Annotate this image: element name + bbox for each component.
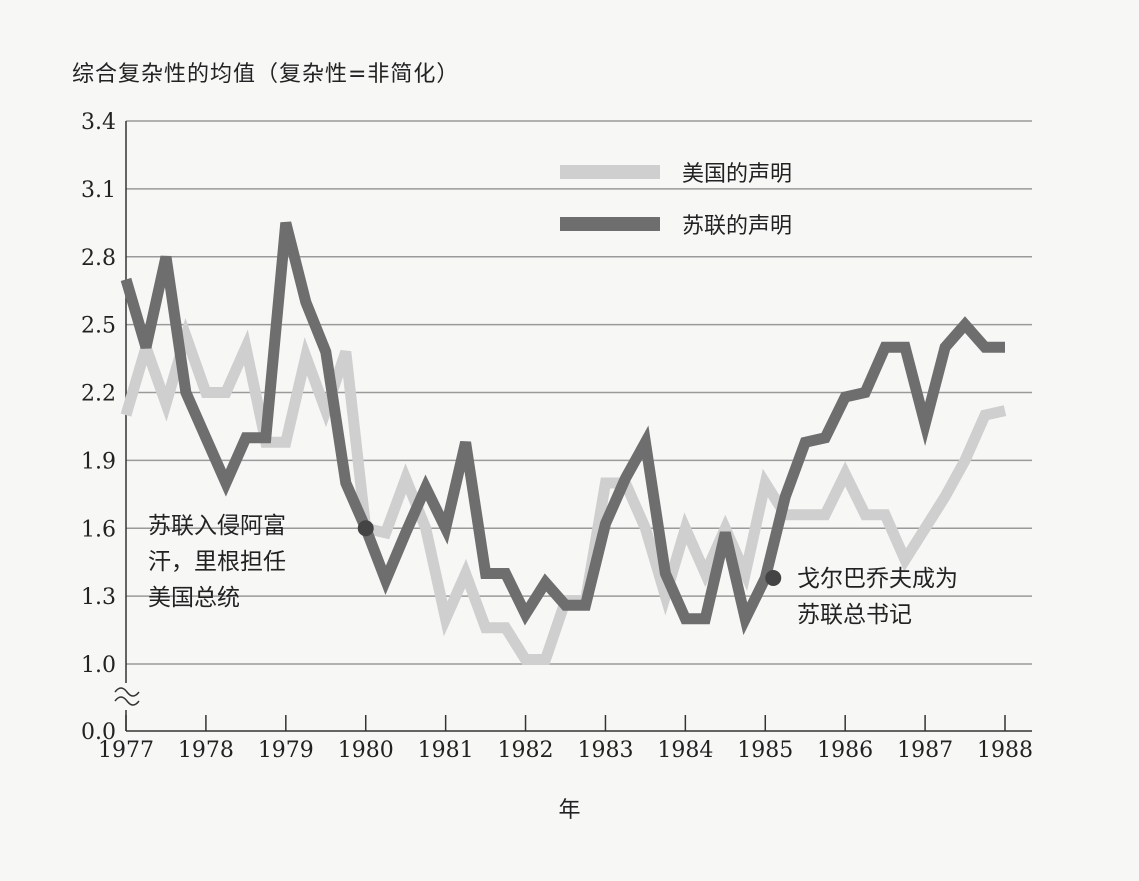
y-tick-label: 2.8: [81, 246, 116, 271]
y-tick-label: 1.9: [81, 449, 116, 474]
x-tick-label: 1981: [418, 738, 474, 763]
x-tick-label: 1980: [338, 738, 394, 763]
x-tick-label: 1983: [577, 738, 633, 763]
annotation-markers: [357, 520, 782, 587]
chart-title: 综合复杂性的均值（复杂性=非简化）: [72, 62, 460, 87]
annotation-marker: [765, 570, 782, 587]
axis-break-mark: [114, 696, 140, 706]
legend-label-us: 美国的声明: [682, 162, 793, 187]
legend-swatch-us: [560, 165, 660, 179]
y-tick-label: 2.2: [81, 382, 116, 407]
y-tick-label: 1.0: [81, 653, 116, 678]
legend-label-ussr: 苏联的声明: [682, 214, 793, 239]
x-tick-label: 1979: [258, 738, 314, 763]
annotation-line: 苏联总书记: [797, 602, 912, 628]
axis-break-mark: [114, 687, 140, 697]
annotation-gorbachev: 戈尔巴乔夫成为 苏联总书记: [797, 561, 958, 633]
series-line-ussr: [120, 221, 1005, 636]
x-axis-label: 年: [558, 798, 581, 823]
legend: 美国的声明 苏联的声明: [560, 146, 870, 250]
y-tick-label-zero: 0.0: [81, 720, 116, 745]
legend-entry-us: 美国的声明: [560, 146, 870, 198]
x-tick-label: 1977: [98, 738, 154, 763]
annotation-line: 戈尔巴乔夫成为: [797, 566, 958, 592]
x-tick-label: 1987: [897, 738, 953, 763]
x-tick-label: 1986: [817, 738, 873, 763]
series-lines: [120, 221, 1007, 665]
legend-entry-ussr: 苏联的声明: [560, 198, 870, 250]
legend-swatch-ussr: [560, 217, 660, 231]
x-tick-label: 1984: [657, 738, 713, 763]
annotation-line: 苏联入侵阿富: [148, 513, 286, 539]
x-tick-label: 1988: [977, 738, 1033, 763]
annotation-line: 美国总统: [148, 585, 240, 611]
annotation-line: 汗，里根担任: [148, 549, 286, 575]
y-tick-label: 3.4: [81, 110, 116, 135]
annotation-afghanistan: 苏联入侵阿富 汗，里根担任 美国总统: [148, 508, 286, 616]
y-tick-label: 1.6: [81, 517, 116, 542]
y-tick-label: 3.1: [81, 178, 116, 203]
x-tick-label: 1982: [498, 738, 554, 763]
y-tick-label: 1.3: [81, 585, 116, 610]
x-tick-label: 1985: [737, 738, 793, 763]
x-tick-label: 1978: [178, 738, 234, 763]
y-tick-label: 2.5: [81, 314, 116, 339]
annotation-marker: [357, 520, 374, 537]
